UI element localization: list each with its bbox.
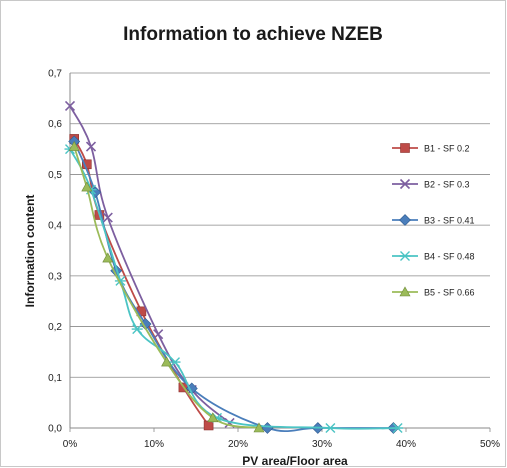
data-point [102, 252, 114, 263]
legend-label: B5 - SF 0.66 [424, 288, 475, 298]
series-line [73, 146, 260, 429]
x-tick-label: 40% [396, 439, 416, 450]
legend-item: B5 - SF 0.66 [392, 286, 475, 298]
series-line [73, 138, 210, 426]
y-tick-label: 0,2 [48, 322, 62, 333]
data-point [85, 141, 97, 152]
series-group [64, 100, 404, 434]
data-point [169, 357, 181, 368]
legend-item: B2 - SF 0.3 [392, 178, 470, 190]
legend-label: B3 - SF 0.41 [424, 216, 475, 226]
y-tick-label: 0,1 [48, 373, 62, 384]
data-point [81, 181, 93, 192]
series-line [69, 148, 398, 430]
data-point [207, 412, 219, 423]
y-tick-label: 0,0 [48, 424, 62, 435]
chart-title: Information to achieve NZEB [123, 24, 383, 45]
data-point [392, 423, 404, 433]
y-axis-label: Information content [23, 195, 37, 308]
y-tick-label: 0,7 [48, 69, 62, 80]
data-point [203, 420, 214, 431]
series-line [69, 105, 231, 424]
legend-item: B4 - SF 0.48 [392, 251, 475, 262]
series-4 [64, 144, 404, 433]
legend-label: B2 - SF 0.3 [424, 180, 470, 190]
legend: B1 - SF 0.2 B2 - SF 0.3 B3 - SF 0.41 B4 - S… [392, 143, 475, 298]
x-tick-label: 50% [480, 439, 500, 450]
data-point [68, 140, 80, 151]
x-tick-label: 20% [228, 439, 248, 450]
series-2 [64, 100, 235, 428]
data-point [131, 324, 143, 335]
data-point [102, 212, 113, 223]
legend-marker [400, 143, 410, 153]
data-point [153, 329, 164, 340]
tick-labels: 0,0 0,1 0,2 0,3 0,4 0,5 0,6 0,7 0% 10% 20% 30% 40% 50… [48, 69, 500, 451]
x-tick-label: 0% [63, 439, 78, 450]
legend-marker [399, 214, 411, 226]
y-tick-label: 0,4 [48, 221, 62, 232]
legend-marker [399, 251, 411, 261]
y-tick-label: 0,3 [48, 271, 62, 282]
axes [69, 73, 491, 432]
legend-marker [399, 178, 411, 190]
legend-label: B4 - SF 0.48 [424, 252, 475, 262]
y-tick-label: 0,6 [48, 119, 62, 130]
data-point [161, 356, 173, 367]
legend-item: B1 - SF 0.2 [392, 143, 470, 154]
series-3 [68, 135, 400, 434]
x-tick-label: 30% [312, 439, 332, 450]
x-axis-label: PV area/Floor area [242, 454, 348, 467]
data-point [324, 423, 336, 433]
data-point [253, 422, 265, 433]
x-tick-label: 10% [144, 439, 164, 450]
legend-label: B1 - SF 0.2 [424, 144, 470, 154]
legend-marker [399, 286, 411, 297]
series-5 [68, 140, 265, 433]
y-tick-label: 0,5 [48, 170, 62, 181]
legend-item: B3 - SF 0.41 [392, 214, 475, 226]
data-point [64, 100, 76, 112]
